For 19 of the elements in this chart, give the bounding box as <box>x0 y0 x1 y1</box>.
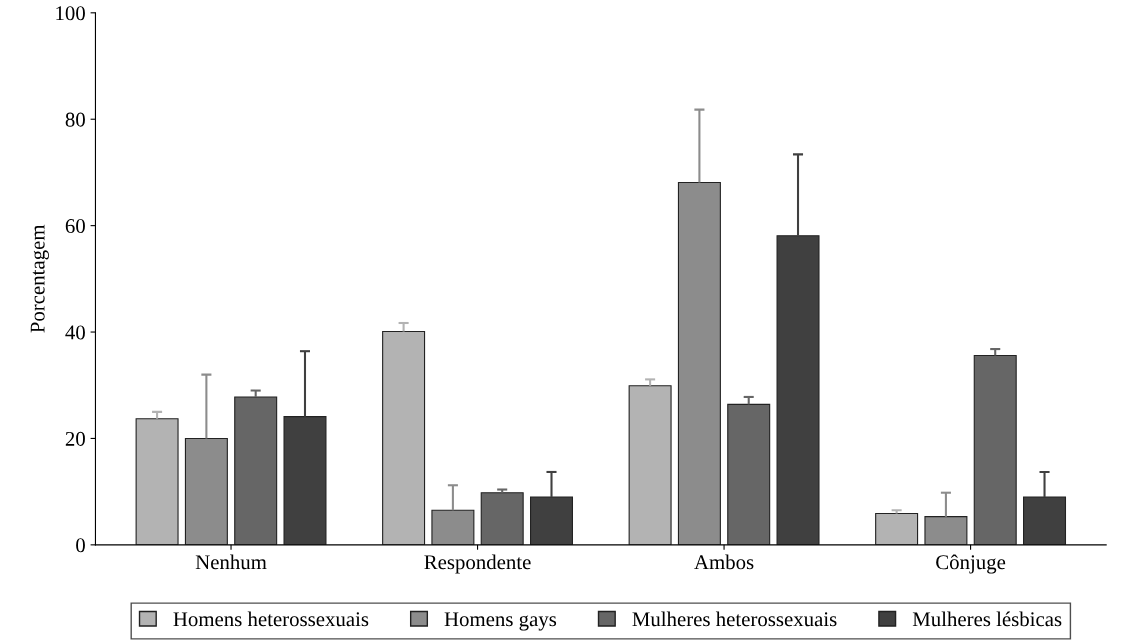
x-tick-label: Ambos <box>694 554 754 570</box>
y-tick-label: 60 <box>65 219 85 234</box>
legend-label: Homens heterossexuais <box>173 611 369 627</box>
bar <box>480 492 524 545</box>
y-tick-label: 80 <box>65 112 85 127</box>
y-tick-label: 40 <box>65 325 85 340</box>
y-tick-label: 20 <box>65 431 85 446</box>
x-tick-label: Respondente <box>424 554 531 574</box>
x-tick-label: Nenhum <box>195 554 267 570</box>
legend-label: Mulheres lésbicas <box>912 611 1062 627</box>
y-tick-label: 0 <box>76 538 85 553</box>
legend-label: Mulheres heterossexuais <box>632 611 837 627</box>
bar <box>875 512 919 545</box>
x-tick-label: Cônjuge <box>936 554 1006 574</box>
bar <box>973 354 1017 545</box>
legend-label: Homens gays <box>444 612 557 631</box>
y-axis-title: Porcentagem <box>30 224 49 333</box>
bar <box>234 396 278 545</box>
y-tick-label: 100 <box>56 6 85 21</box>
